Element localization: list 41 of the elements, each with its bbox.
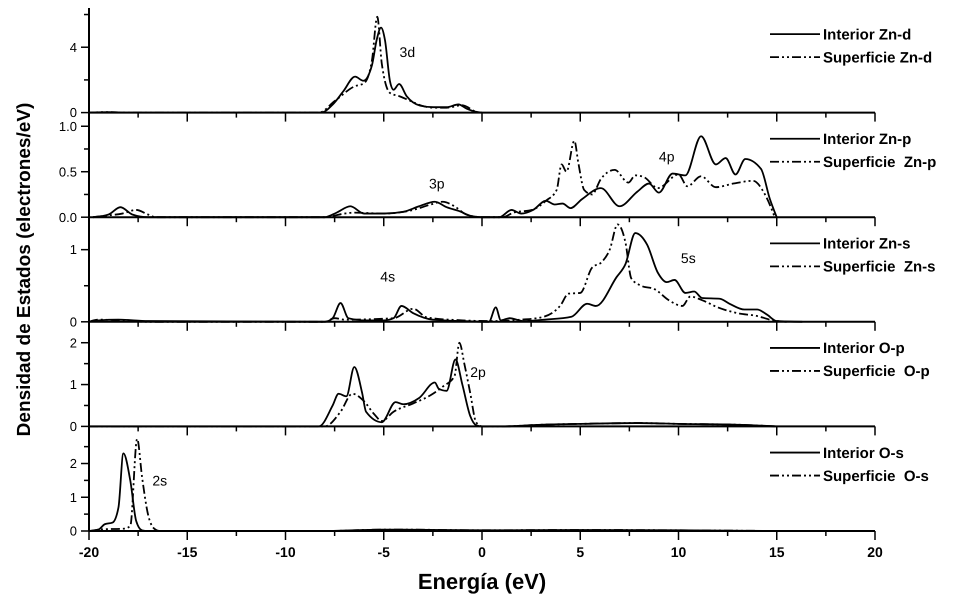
y-tick-label: 1: [70, 242, 77, 258]
y-tick-label: 2: [70, 335, 77, 350]
annotation: 2p: [470, 364, 486, 380]
y-tick-label: 0: [70, 418, 77, 434]
x-axis-title: Energía (eV): [418, 569, 546, 594]
annotation: 3d: [400, 44, 416, 60]
legend-label: Interior Zn-d: [823, 26, 912, 44]
y-tick-label: 0.5: [58, 164, 77, 180]
annotation: 3p: [429, 176, 445, 192]
y-tick-label: 1: [70, 377, 77, 392]
y-tick-label: 2: [70, 456, 77, 472]
y-tick-label: 0: [70, 105, 77, 120]
x-tick-label: 0: [478, 544, 486, 560]
y-tick-label: 0: [70, 314, 77, 330]
legend-label: Superficie Zn-s: [823, 258, 936, 276]
legend-label: Superficie O-s: [823, 468, 929, 485]
y-tick-label: 4: [70, 40, 77, 55]
x-tick-label: 15: [768, 544, 785, 560]
legend-label: Interior O-p: [823, 340, 905, 358]
y-tick-label: 1.0: [58, 118, 77, 134]
x-tick-label: 20: [867, 544, 883, 560]
annotation: 4s: [380, 268, 396, 285]
annotation: 5s: [680, 250, 696, 266]
legend-label: Interior O-s: [823, 444, 904, 462]
x-tick-label: 10: [670, 544, 686, 560]
legend-label: Superficie O-p: [823, 363, 930, 380]
x-tick-label: -10: [275, 544, 296, 560]
x-tick-label: 5: [576, 544, 584, 560]
y-tick-label: 0: [70, 524, 77, 539]
y-tick-label: 0.0: [58, 210, 77, 225]
y-tick-label: 1: [70, 490, 77, 505]
legend-label: Superficie Zn-d: [823, 49, 932, 66]
legend-label: Superficie Zn-p: [823, 154, 936, 172]
x-tick-label: -5: [378, 544, 390, 560]
x-tick-label: -20: [78, 544, 100, 560]
annotation: 2s: [152, 472, 168, 489]
legend-label: Interior Zn-s: [823, 236, 911, 253]
y-axis-title: Densidad de Estados (electrones/eV): [14, 102, 35, 436]
x-tick-label: -15: [177, 544, 198, 560]
annotation: 4p: [658, 148, 675, 164]
legend-label: Interior Zn-p: [823, 131, 912, 148]
